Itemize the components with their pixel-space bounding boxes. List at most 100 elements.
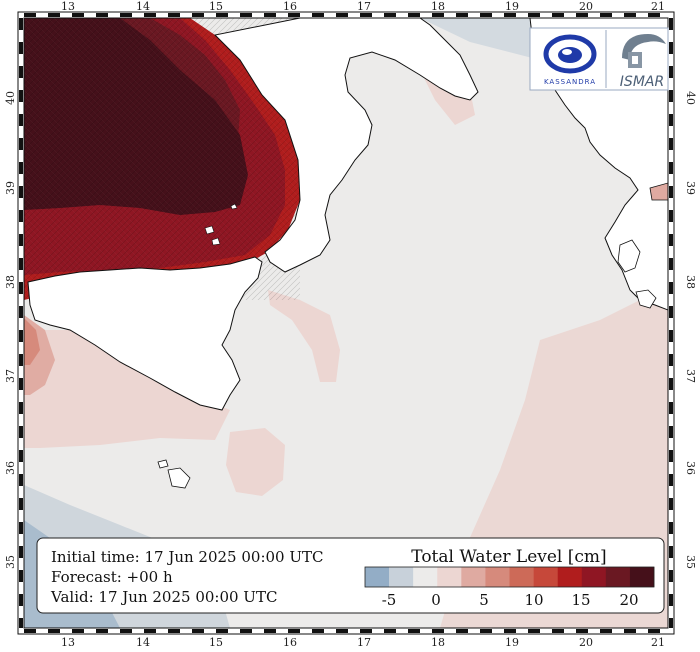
frame-tick — [669, 174, 673, 186]
frame-tick — [19, 534, 23, 546]
frame-tick — [372, 629, 384, 633]
frame-tick — [19, 498, 23, 510]
frame-tick — [19, 30, 23, 42]
frame-tick — [669, 414, 673, 426]
frame-tick — [36, 13, 48, 17]
malta-island — [167, 467, 191, 489]
frame-tick — [300, 13, 312, 17]
frame-tick — [444, 629, 456, 633]
frame-tick — [19, 66, 23, 78]
legend-tick-label: 5 — [479, 591, 489, 609]
legend-title: Total Water Level [cm] — [411, 547, 606, 567]
lat-labels-left: 40 39 38 37 36 35 — [4, 91, 17, 569]
frame-tick — [19, 258, 23, 270]
frame-tick — [669, 354, 673, 366]
frame-tick — [168, 629, 180, 633]
forecast-label: Forecast: +00 h — [51, 568, 173, 586]
frame-tick — [19, 606, 23, 618]
frame-tick — [19, 522, 23, 534]
frame-tick — [19, 582, 23, 594]
frame-tick — [84, 13, 96, 17]
frame-tick — [19, 198, 23, 210]
colorbar-swatch — [413, 567, 438, 587]
frame-tick — [19, 270, 23, 282]
frame-tick — [204, 629, 216, 633]
initial-time-label: Initial time: 17 Jun 2025 00:00 UTC — [51, 548, 323, 566]
frame-tick — [420, 629, 432, 633]
lat-label: 39 — [684, 181, 697, 195]
frame-tick — [420, 13, 432, 17]
frame-tick — [19, 90, 23, 102]
frame-tick — [669, 342, 673, 354]
frame-tick — [19, 450, 23, 462]
frame-tick — [669, 498, 673, 510]
frame-tick — [432, 13, 444, 17]
lon-labels-bottom: 13 14 15 16 17 18 19 20 21 — [61, 636, 665, 649]
frame-tick — [552, 629, 564, 633]
lon-label: 20 — [579, 636, 593, 649]
frame-tick — [48, 13, 60, 17]
frame-tick — [636, 13, 648, 17]
frame-tick — [480, 13, 492, 17]
frame-tick — [264, 13, 276, 17]
frame-tick — [669, 114, 673, 126]
frame-tick — [612, 629, 624, 633]
lat-label: 36 — [4, 461, 17, 475]
lon-label: 14 — [136, 636, 150, 649]
frame-tick — [669, 150, 673, 162]
frame-tick — [468, 13, 480, 17]
frame-tick — [19, 210, 23, 222]
lat-label: 37 — [684, 369, 697, 383]
frame-tick — [19, 54, 23, 66]
frame-tick — [408, 629, 420, 633]
lat-label: 38 — [4, 275, 17, 289]
frame-tick — [456, 13, 468, 17]
frame-tick — [192, 13, 204, 17]
frame-tick — [144, 629, 156, 633]
frame-tick — [576, 13, 588, 17]
frame-tick — [669, 426, 673, 438]
lon-label: 13 — [61, 636, 75, 649]
frame-tick — [669, 438, 673, 450]
frame-tick — [669, 594, 673, 606]
frame-tick — [180, 13, 192, 17]
frame-tick — [669, 198, 673, 210]
frame-tick — [480, 629, 492, 633]
frame-tick — [204, 13, 216, 17]
ismar-logo: ISMAR — [620, 34, 666, 90]
frame-tick — [19, 294, 23, 306]
frame-tick — [324, 629, 336, 633]
lon-label: 14 — [136, 0, 150, 13]
frame-tick — [156, 13, 168, 17]
frame-tick — [19, 390, 23, 402]
frame-tick — [19, 426, 23, 438]
legend-tick-label: 15 — [571, 591, 590, 609]
legend-tick-label: 20 — [619, 591, 638, 609]
positive-zone-calabria-south — [268, 290, 340, 382]
frame-tick — [384, 13, 396, 17]
frame-tick — [108, 629, 120, 633]
frame-tick — [192, 629, 204, 633]
frame-tick — [96, 13, 108, 17]
frame-tick — [36, 629, 48, 633]
frame-tick — [360, 13, 372, 17]
frame-tick — [669, 618, 673, 628]
lon-label: 15 — [209, 0, 223, 13]
colorbar-swatch — [485, 567, 510, 587]
outer-frame — [17, 11, 675, 635]
map-area — [24, 18, 668, 628]
frame-tick — [24, 629, 36, 633]
frame-tick — [19, 18, 23, 30]
frame-tick — [669, 282, 673, 294]
lon-label: 19 — [505, 636, 519, 649]
positive-zone-sicily-south — [24, 330, 230, 448]
frame-tick — [19, 342, 23, 354]
frame-tick — [19, 246, 23, 258]
frame-tick — [504, 13, 516, 17]
colorbar-swatch — [629, 567, 655, 587]
lat-label: 35 — [4, 555, 17, 569]
frame-tick — [669, 102, 673, 114]
lat-label: 35 — [684, 555, 697, 569]
frame-tick — [72, 629, 84, 633]
frame-tick — [669, 66, 673, 78]
